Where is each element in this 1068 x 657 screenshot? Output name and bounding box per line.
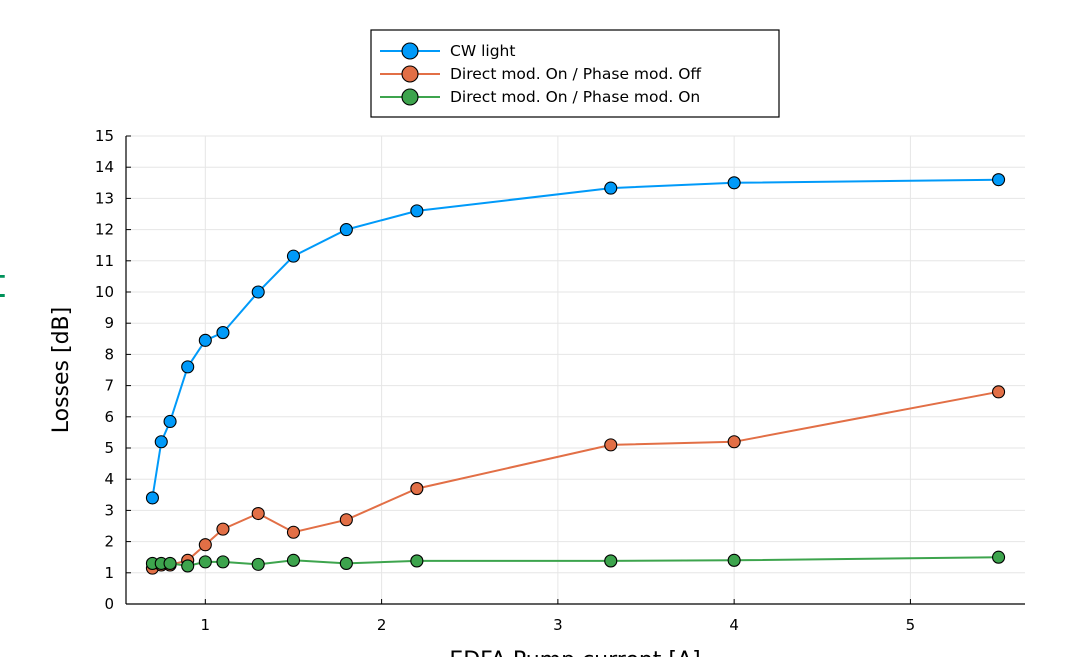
data-point	[604, 554, 618, 568]
series-line	[152, 556, 999, 567]
data-point	[410, 554, 424, 568]
series-1	[145, 173, 1006, 505]
y-tick-label: 4	[104, 470, 114, 488]
y-tick-label: 3	[104, 501, 114, 519]
data-point	[339, 556, 353, 570]
data-point	[251, 285, 265, 299]
series-3	[145, 550, 1006, 573]
data-point	[410, 204, 424, 218]
legend-label: Direct mod. On / Phase mod. On	[450, 88, 700, 106]
y-axis-title: Losses [dB]	[49, 307, 74, 433]
data-point	[992, 173, 1006, 187]
data-point	[145, 491, 159, 505]
data-point	[992, 385, 1006, 399]
y-tick-label: 0	[104, 595, 114, 613]
legend-marker	[401, 42, 419, 60]
axes	[125, 136, 1025, 605]
data-point	[198, 333, 212, 347]
legend-marker	[401, 65, 419, 83]
x-tick-label: 5	[906, 616, 916, 634]
data-point	[216, 326, 230, 340]
y-tick-label: 14	[95, 158, 114, 176]
data-point	[727, 553, 741, 567]
data-point	[216, 555, 230, 569]
data-point	[181, 559, 195, 573]
y-tick-label: 8	[104, 345, 114, 363]
y-tick-label: 7	[104, 377, 114, 395]
x-tick-label: 3	[553, 616, 563, 634]
data-point	[216, 522, 230, 536]
data-point	[251, 506, 265, 521]
y-tick-label: 2	[104, 533, 114, 551]
y-tick-label: 12	[95, 221, 114, 239]
data-point	[181, 360, 195, 374]
data-point	[727, 435, 741, 449]
x-axis-title: EDFA Pump current [A]	[449, 648, 700, 657]
series-2	[145, 385, 1006, 575]
series-line	[151, 178, 999, 499]
data-point	[339, 513, 353, 527]
y-tick-label: 13	[95, 189, 114, 207]
y-tick-label: 9	[104, 314, 114, 332]
data-point	[198, 538, 212, 552]
y-tick-label: 10	[95, 283, 114, 301]
data-point	[154, 435, 168, 449]
x-ticks: 1 2 3 4 5	[201, 599, 916, 634]
legend-label: CW light	[450, 42, 515, 60]
left-edge-glyph: t	[0, 261, 6, 307]
data-point	[251, 557, 265, 571]
data-point	[286, 249, 301, 263]
y-tick-label: 15	[95, 127, 114, 145]
y-tick-label: 6	[104, 408, 114, 426]
data-point	[727, 176, 741, 190]
x-tick-label: 2	[377, 616, 387, 634]
legend-marker	[401, 88, 419, 106]
data-point	[339, 223, 353, 237]
data-point	[286, 553, 301, 567]
data-point	[198, 555, 212, 569]
x-tick-label: 4	[729, 616, 739, 634]
y-tick-label: 5	[104, 439, 114, 457]
y-tick-label: 11	[95, 252, 114, 270]
legend: CW light Direct mod. On / Phase mod. Off D…	[370, 29, 780, 118]
legend-label: Direct mod. On / Phase mod. Off	[450, 65, 701, 83]
data-point	[286, 525, 301, 539]
data-point	[992, 550, 1006, 564]
x-tick-label: 1	[201, 616, 211, 634]
data-point	[163, 556, 177, 570]
data-point	[410, 482, 424, 496]
data-point	[163, 414, 177, 429]
data-point	[604, 181, 618, 195]
grid	[126, 135, 1025, 605]
series-group	[145, 173, 1006, 575]
data-point	[604, 438, 618, 452]
y-tick-label: 1	[104, 564, 114, 582]
